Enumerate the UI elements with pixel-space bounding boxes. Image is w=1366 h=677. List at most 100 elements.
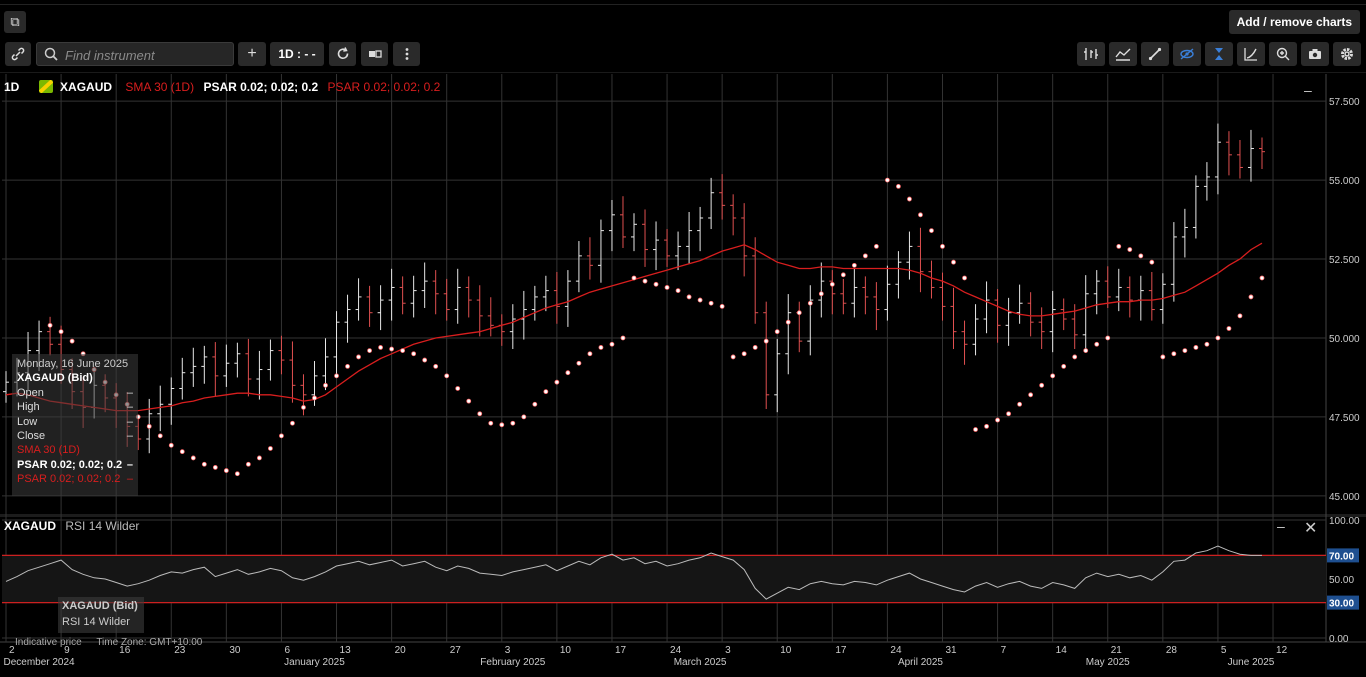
psar-dot <box>499 422 505 428</box>
psar-dot <box>1061 363 1067 369</box>
time-tick-label: 3 <box>725 645 731 656</box>
price-tick-label: 45.000 <box>1329 492 1360 503</box>
add-instrument-button[interactable]: + <box>238 42 266 66</box>
curve-icon[interactable] <box>1237 42 1265 66</box>
search-icon <box>44 47 58 61</box>
interval-selector[interactable]: 1D : - - <box>270 42 324 66</box>
psar-dot <box>587 351 593 357</box>
ohlc-bar <box>399 276 406 315</box>
ohlc-bar <box>1236 139 1243 179</box>
close-rsi-pane-icon[interactable]: ✕ <box>1304 520 1318 537</box>
instrument-flag-icon <box>38 80 53 93</box>
ohlc-bar <box>377 285 384 331</box>
time-tick-label: 3 <box>505 645 511 656</box>
minimize-main-pane-icon[interactable]: – <box>1304 82 1312 98</box>
time-tick-label: 24 <box>670 645 682 656</box>
camera-icon[interactable] <box>1301 42 1329 66</box>
ohlc-bar <box>256 350 263 400</box>
psar-dot <box>301 405 306 410</box>
draw-line-icon[interactable] <box>1141 42 1169 66</box>
indicators-icon[interactable] <box>1077 42 1105 66</box>
more-options-icon[interactable] <box>393 42 420 66</box>
psar-dot <box>631 275 637 281</box>
rsi-symbol[interactable]: XAGAUD <box>4 519 57 533</box>
legend-psar2[interactable]: PSAR 0.02; 0.02; 0.2 <box>327 80 441 94</box>
ohlc-bar <box>664 229 671 267</box>
rsi-name[interactable]: RSI 14 Wilder <box>65 519 140 533</box>
psar-dot <box>212 465 218 470</box>
ohlc-bar <box>741 203 748 277</box>
tooltip-high-row: High – <box>17 401 133 414</box>
ohlc-bar <box>708 177 715 230</box>
psar-dot <box>763 338 769 344</box>
psar-dot <box>356 354 361 360</box>
psar-dot <box>312 395 317 401</box>
hide-drawings-icon[interactable] <box>1173 42 1201 66</box>
legend-symbol[interactable]: XAGAUD <box>60 80 113 94</box>
ohlc-bar <box>807 285 814 356</box>
refresh-icon[interactable] <box>329 42 356 66</box>
sma-line <box>5 242 1263 412</box>
psar-dot <box>168 442 174 448</box>
time-tick-label: 27 <box>450 645 462 656</box>
psar-dot <box>488 420 494 426</box>
zoom-icon[interactable] <box>1269 42 1297 66</box>
ohlc-bar <box>774 338 781 413</box>
studies-icon[interactable] <box>1109 42 1137 66</box>
psar-dot <box>400 348 406 353</box>
ohlc-bar <box>653 221 660 271</box>
instrument-search[interactable] <box>36 42 234 66</box>
psar-dot <box>829 281 835 287</box>
ohlc-bar <box>818 262 825 318</box>
ohlc-bar <box>47 316 54 356</box>
psar-dot <box>1116 244 1122 249</box>
psar-dot <box>697 297 703 303</box>
search-input[interactable] <box>63 46 227 64</box>
tooltip-close-row: Close – <box>17 430 133 443</box>
chart-legend: 1D XAGAUD SMA 30 (1D) PSAR 0.02; 0.02; 0… <box>4 80 446 94</box>
chart-type-icon[interactable] <box>361 42 388 66</box>
psar-dot <box>940 244 945 249</box>
data-tooltip: Monday, 16 June 2025 XAGAUD (Bid) Open – … <box>12 354 138 496</box>
legend-sma[interactable]: SMA 30 (1D) <box>125 80 195 94</box>
psar-dot <box>620 335 626 341</box>
psar-dot <box>929 228 934 234</box>
ohlc-bar <box>1082 275 1089 353</box>
popout-icon[interactable]: ⧉ <box>4 11 26 33</box>
psar-dot <box>245 461 251 467</box>
rsi-tip-name: RSI 14 Wilder <box>62 616 130 628</box>
ohlc-bar <box>212 342 219 397</box>
psar-dot <box>257 455 262 461</box>
psar-dot <box>818 291 824 297</box>
ohlc-bar <box>895 251 902 299</box>
ohlc-bar <box>1104 266 1111 308</box>
ohlc-bar <box>443 278 450 321</box>
time-tick-label: 28 <box>1166 645 1178 656</box>
psar-dot <box>466 398 472 404</box>
ohlc-bar <box>476 285 483 337</box>
minimize-rsi-pane-icon[interactable]: – <box>1277 518 1285 534</box>
ohlc-bar <box>366 285 373 327</box>
ohlc-bar <box>564 270 571 327</box>
psar-dot <box>367 348 372 353</box>
ohlc-bar <box>278 335 285 375</box>
psar-dot <box>223 468 229 473</box>
psar-dot <box>378 345 383 350</box>
rsi-tooltip: XAGAUD (Bid) RSI 14 Wilder <box>58 597 144 633</box>
ohlc-bar <box>553 271 560 324</box>
ohlc-bar <box>686 211 693 264</box>
ohlc-bar <box>509 304 516 350</box>
ohlc-bar <box>388 268 395 321</box>
ohlc-bar <box>961 320 968 365</box>
rsi-axis: 100.00 70.00 50.00 30.00 0.00 <box>1327 516 1360 645</box>
crosshair-icon[interactable] <box>1205 42 1233 66</box>
add-remove-charts-button[interactable]: Add / remove charts <box>1228 10 1360 34</box>
time-tick-label: 31 <box>945 645 957 656</box>
settings-icon[interactable] <box>1333 42 1361 66</box>
legend-psar1[interactable]: PSAR 0.02; 0.02; 0.2 <box>203 80 319 94</box>
ohlc-bar <box>752 237 759 324</box>
link-icon[interactable] <box>5 42 31 66</box>
psar-dot <box>741 351 747 357</box>
ohlc-bar <box>631 213 637 252</box>
